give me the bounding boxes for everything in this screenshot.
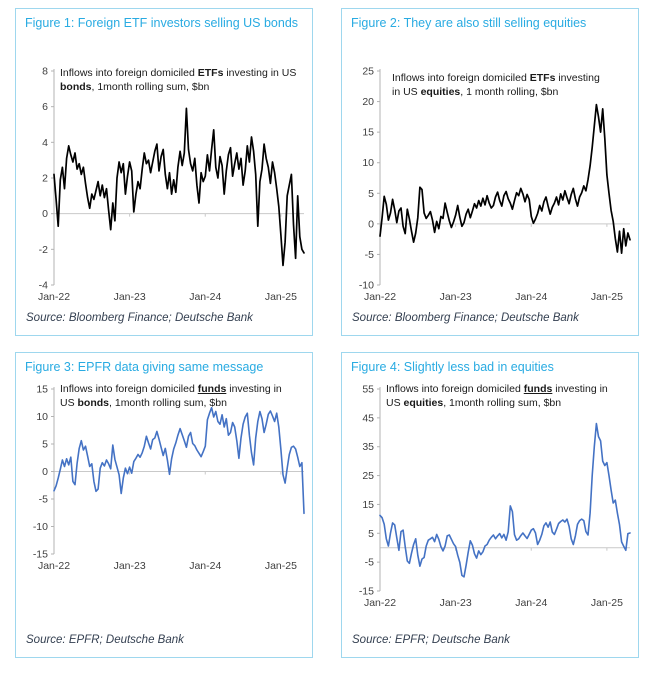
figure-1-source: Source: Bloomberg Finance; Deutsche Bank: [26, 312, 253, 324]
svg-text:Jan-24: Jan-24: [515, 291, 547, 303]
svg-text:-5: -5: [365, 249, 374, 261]
svg-text:55: 55: [362, 385, 374, 396]
svg-text:35: 35: [362, 441, 374, 453]
svg-text:Jan-25: Jan-25: [265, 560, 297, 572]
figure-3-chart-subtitle: Inflows into foreign domiciled funds inv…: [60, 383, 282, 409]
svg-text:-10: -10: [359, 280, 374, 292]
svg-text:15: 15: [362, 127, 374, 139]
svg-text:0: 0: [42, 208, 48, 220]
svg-text:2: 2: [42, 173, 48, 185]
svg-text:20: 20: [362, 96, 374, 108]
svg-text:Jan-24: Jan-24: [189, 291, 221, 303]
svg-text:Jan-25: Jan-25: [591, 291, 623, 303]
figure-2-chart: 25 20 15 10 5 0 -5 -10 Jan-22 Jan-23 Jan-24 Jan-25 …: [350, 66, 634, 312]
svg-text:-15: -15: [359, 586, 374, 598]
svg-text:25: 25: [362, 67, 374, 78]
svg-text:5: 5: [368, 188, 374, 200]
svg-text:Jan-23: Jan-23: [440, 291, 472, 303]
svg-text:0: 0: [42, 466, 48, 478]
figure-2-chart-subtitle: Inflows into foreign domiciled ETFs inve…: [392, 72, 600, 98]
figure-1-chart-subtitle: Inflows into foreign domiciled ETFs inve…: [60, 67, 297, 93]
svg-text:-5: -5: [39, 494, 48, 506]
svg-text:Jan-25: Jan-25: [591, 597, 623, 609]
svg-text:Jan-22: Jan-22: [364, 597, 396, 609]
svg-text:5: 5: [368, 528, 374, 540]
svg-text:8: 8: [42, 67, 48, 78]
figure-4-chart-subtitle: Inflows into foreign domiciled funds inv…: [386, 383, 608, 409]
svg-text:10: 10: [36, 411, 48, 423]
svg-text:Jan-25: Jan-25: [265, 291, 297, 303]
svg-text:10: 10: [362, 157, 374, 169]
svg-text:25: 25: [362, 470, 374, 482]
svg-text:Jan-22: Jan-22: [38, 560, 70, 572]
svg-text:Jan-23: Jan-23: [440, 597, 472, 609]
svg-text:-10: -10: [33, 521, 48, 533]
svg-text:Jan-23: Jan-23: [114, 560, 146, 572]
svg-text:-2: -2: [39, 244, 48, 256]
svg-text:15: 15: [36, 385, 48, 396]
svg-text:-5: -5: [365, 557, 374, 569]
svg-text:0: 0: [368, 218, 374, 230]
svg-text:Jan-23: Jan-23: [114, 291, 146, 303]
svg-text:6: 6: [42, 101, 48, 113]
svg-text:-15: -15: [33, 549, 48, 561]
figure-4-panel: Figure 4: Slightly less bad in equities …: [341, 352, 639, 658]
svg-text:45: 45: [362, 412, 374, 424]
figure-3-panel: Figure 3: EPFR data giving same message …: [15, 352, 313, 658]
svg-text:5: 5: [42, 439, 48, 451]
figure-4-chart: 55 45 35 25 15 5 -5 -15 Jan-22 Jan-23 Jan-24 Jan-25…: [350, 383, 634, 618]
figure-1-title: Figure 1: Foreign ETF investors selling …: [25, 16, 299, 30]
figure-2-source: Source: Bloomberg Finance; Deutsche Bank: [352, 312, 579, 324]
svg-text:Jan-22: Jan-22: [364, 291, 396, 303]
svg-text:-4: -4: [39, 280, 48, 292]
figure-3-source: Source: EPFR; Deutsche Bank: [26, 634, 184, 646]
figure-2-panel: Figure 2: They are also still selling eq…: [341, 8, 639, 336]
figure-4-title: Figure 4: Slightly less bad in equities: [351, 360, 554, 374]
svg-text:4: 4: [42, 137, 48, 149]
figure-1-chart: 8 6 4 2 0 -2 -4 Jan-22 Jan-23 Jan-24 Jan-25 Inflow…: [24, 66, 308, 312]
svg-text:Jan-24: Jan-24: [515, 597, 547, 609]
svg-text:15: 15: [362, 499, 374, 511]
svg-text:Jan-24: Jan-24: [189, 560, 221, 572]
figure-4-source: Source: EPFR; Deutsche Bank: [352, 634, 510, 646]
figures-grid: Figure 1: Foreign ETF investors selling …: [15, 8, 639, 658]
figure-3-chart: 15 10 5 0 -5 -10 -15 Jan-22 Jan-23 Jan-24 Jan-25 I…: [24, 383, 308, 581]
figure-2-title: Figure 2: They are also still selling eq…: [351, 16, 587, 30]
svg-text:Jan-22: Jan-22: [38, 291, 70, 303]
figure-1-panel: Figure 1: Foreign ETF investors selling …: [15, 8, 313, 336]
figure-3-title: Figure 3: EPFR data giving same message: [25, 360, 264, 374]
